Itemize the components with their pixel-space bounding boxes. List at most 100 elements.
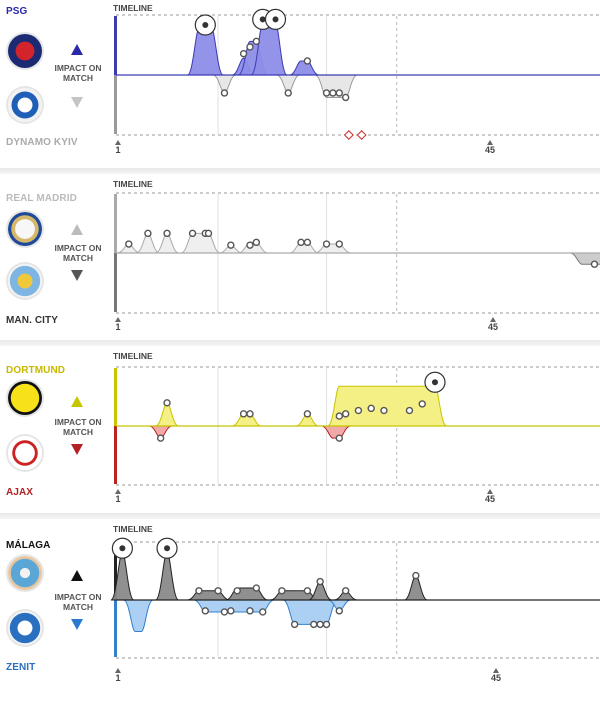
home-event-dot [341, 587, 350, 595]
home-team-name: PSG [6, 6, 28, 17]
home-event-dot [239, 410, 248, 418]
home-impact-arrow-icon [71, 224, 83, 235]
tick-start: 1 [110, 140, 126, 155]
impact-label: IMPACT ON MATCH [54, 592, 102, 612]
home-impact-arrow-icon [71, 396, 83, 407]
goal-ball-icon [431, 379, 438, 386]
away-event-dot [335, 434, 343, 442]
home-team-name: DORTMUND [6, 365, 66, 376]
home-event-dot [335, 412, 343, 420]
impact-label: IMPACT ON MATCH [54, 63, 102, 83]
away-event-dot [284, 89, 292, 97]
zenit-crest-icon [8, 611, 42, 645]
away-event-dot [310, 620, 318, 629]
goal-ball-icon [164, 545, 171, 552]
home-team-name: REAL MADRID [6, 193, 77, 204]
tick-start: 1 [110, 668, 126, 683]
home-event-dot [303, 238, 312, 247]
home-event-dot [195, 587, 203, 595]
home-event-dot [303, 410, 312, 418]
away-event-dot [227, 607, 235, 615]
home-event-dot [354, 406, 363, 415]
match-panel-madrid-city: REAL MADRID MAN. CITY IMPACT ON MATCH TIM… [0, 174, 600, 340]
away-event-dot [201, 607, 210, 615]
goal-ball-icon [119, 545, 126, 552]
away-impact-area [123, 599, 154, 632]
home-event-dot [163, 399, 171, 407]
away-impact-arrow-icon [71, 270, 83, 281]
tick-start: 1 [110, 489, 126, 504]
away-impact-bar [114, 600, 117, 657]
away-event-dot [246, 607, 254, 615]
home-impact-arrow-icon [71, 44, 83, 55]
home-event-dot [316, 577, 324, 586]
home-event-dot [252, 37, 261, 46]
away-team-name: AJAX [6, 487, 34, 498]
away-impact-arrow-icon [71, 444, 83, 455]
home-event-dot [246, 410, 254, 418]
home-event-dot [252, 238, 261, 247]
timeline-chart [114, 192, 600, 314]
away-event-dot [156, 434, 165, 442]
away-event-dot [316, 620, 324, 629]
timeline-chart [114, 366, 600, 486]
home-event-dot [252, 584, 261, 592]
goal-ball-icon [202, 21, 209, 28]
real-madrid-crest-icon [8, 212, 42, 246]
tick-45: 45 [482, 140, 498, 155]
malaga-crest-icon [8, 556, 42, 590]
dortmund-crest-icon [8, 381, 42, 415]
away-event-dot [220, 608, 229, 616]
panel-separator [0, 513, 600, 519]
away-impact-arrow-icon [71, 97, 83, 108]
away-impact-bar [114, 75, 117, 134]
home-event-dot [278, 587, 286, 595]
goal-ball-icon [259, 16, 266, 23]
home-event-dot [303, 57, 312, 65]
panel-separator [0, 168, 600, 174]
away-impact-arrow-icon [71, 619, 83, 630]
tick-45: 45 [482, 489, 498, 504]
home-impact-area [289, 60, 320, 76]
away-event-dot [335, 89, 343, 97]
home-impact-area [180, 232, 221, 254]
away-event-dot [220, 89, 229, 97]
home-event-dot [246, 43, 254, 51]
home-event-dot [335, 240, 343, 248]
away-team-name: MAN. CITY [6, 315, 59, 326]
home-event-dot [367, 404, 375, 413]
goal-ball-icon [272, 16, 279, 23]
away-team-name: DYNAMO KYIV [6, 137, 78, 148]
home-impact-arrow-icon [71, 570, 83, 581]
away-event-dot [335, 607, 343, 615]
home-event-dot [405, 406, 414, 415]
home-impact-area [327, 385, 447, 427]
home-event-dot [322, 240, 331, 248]
home-event-dot [227, 241, 235, 249]
psg-crest-icon [8, 34, 42, 68]
away-event-dot [590, 260, 599, 268]
match-panel-psg-dynamo: PSG DYNAMO KYIV IMPACT ON MATCH TIMELINE … [0, 0, 600, 168]
tick-45: 45 [485, 317, 501, 332]
home-event-dot [233, 587, 241, 595]
away-event-dot [322, 89, 331, 97]
match-panel-malaga-zenit: MÁLAGA ZENIT IMPACT ON MATCH TIMELINE 1 4… [0, 519, 600, 701]
home-team-name: MÁLAGA [6, 540, 51, 551]
impact-label: IMPACT ON MATCH [54, 243, 102, 263]
tick-45: 45 [488, 668, 504, 683]
home-event-dot [204, 229, 213, 238]
card-icon [343, 130, 354, 140]
timeline-chart [110, 537, 600, 659]
card-icon [356, 130, 367, 140]
timeline-chart [114, 8, 600, 140]
home-event-dot [418, 400, 426, 408]
ajax-crest-icon [8, 436, 42, 470]
home-impact-area [155, 551, 180, 601]
home-event-dot [163, 229, 171, 238]
home-impact-bar [114, 368, 117, 426]
timeline-label: TIMELINE [113, 3, 153, 13]
home-event-dot [239, 49, 248, 58]
home-event-dot [125, 240, 133, 248]
home-impact-area [225, 587, 268, 601]
impact-label: IMPACT ON MATCH [54, 417, 102, 437]
